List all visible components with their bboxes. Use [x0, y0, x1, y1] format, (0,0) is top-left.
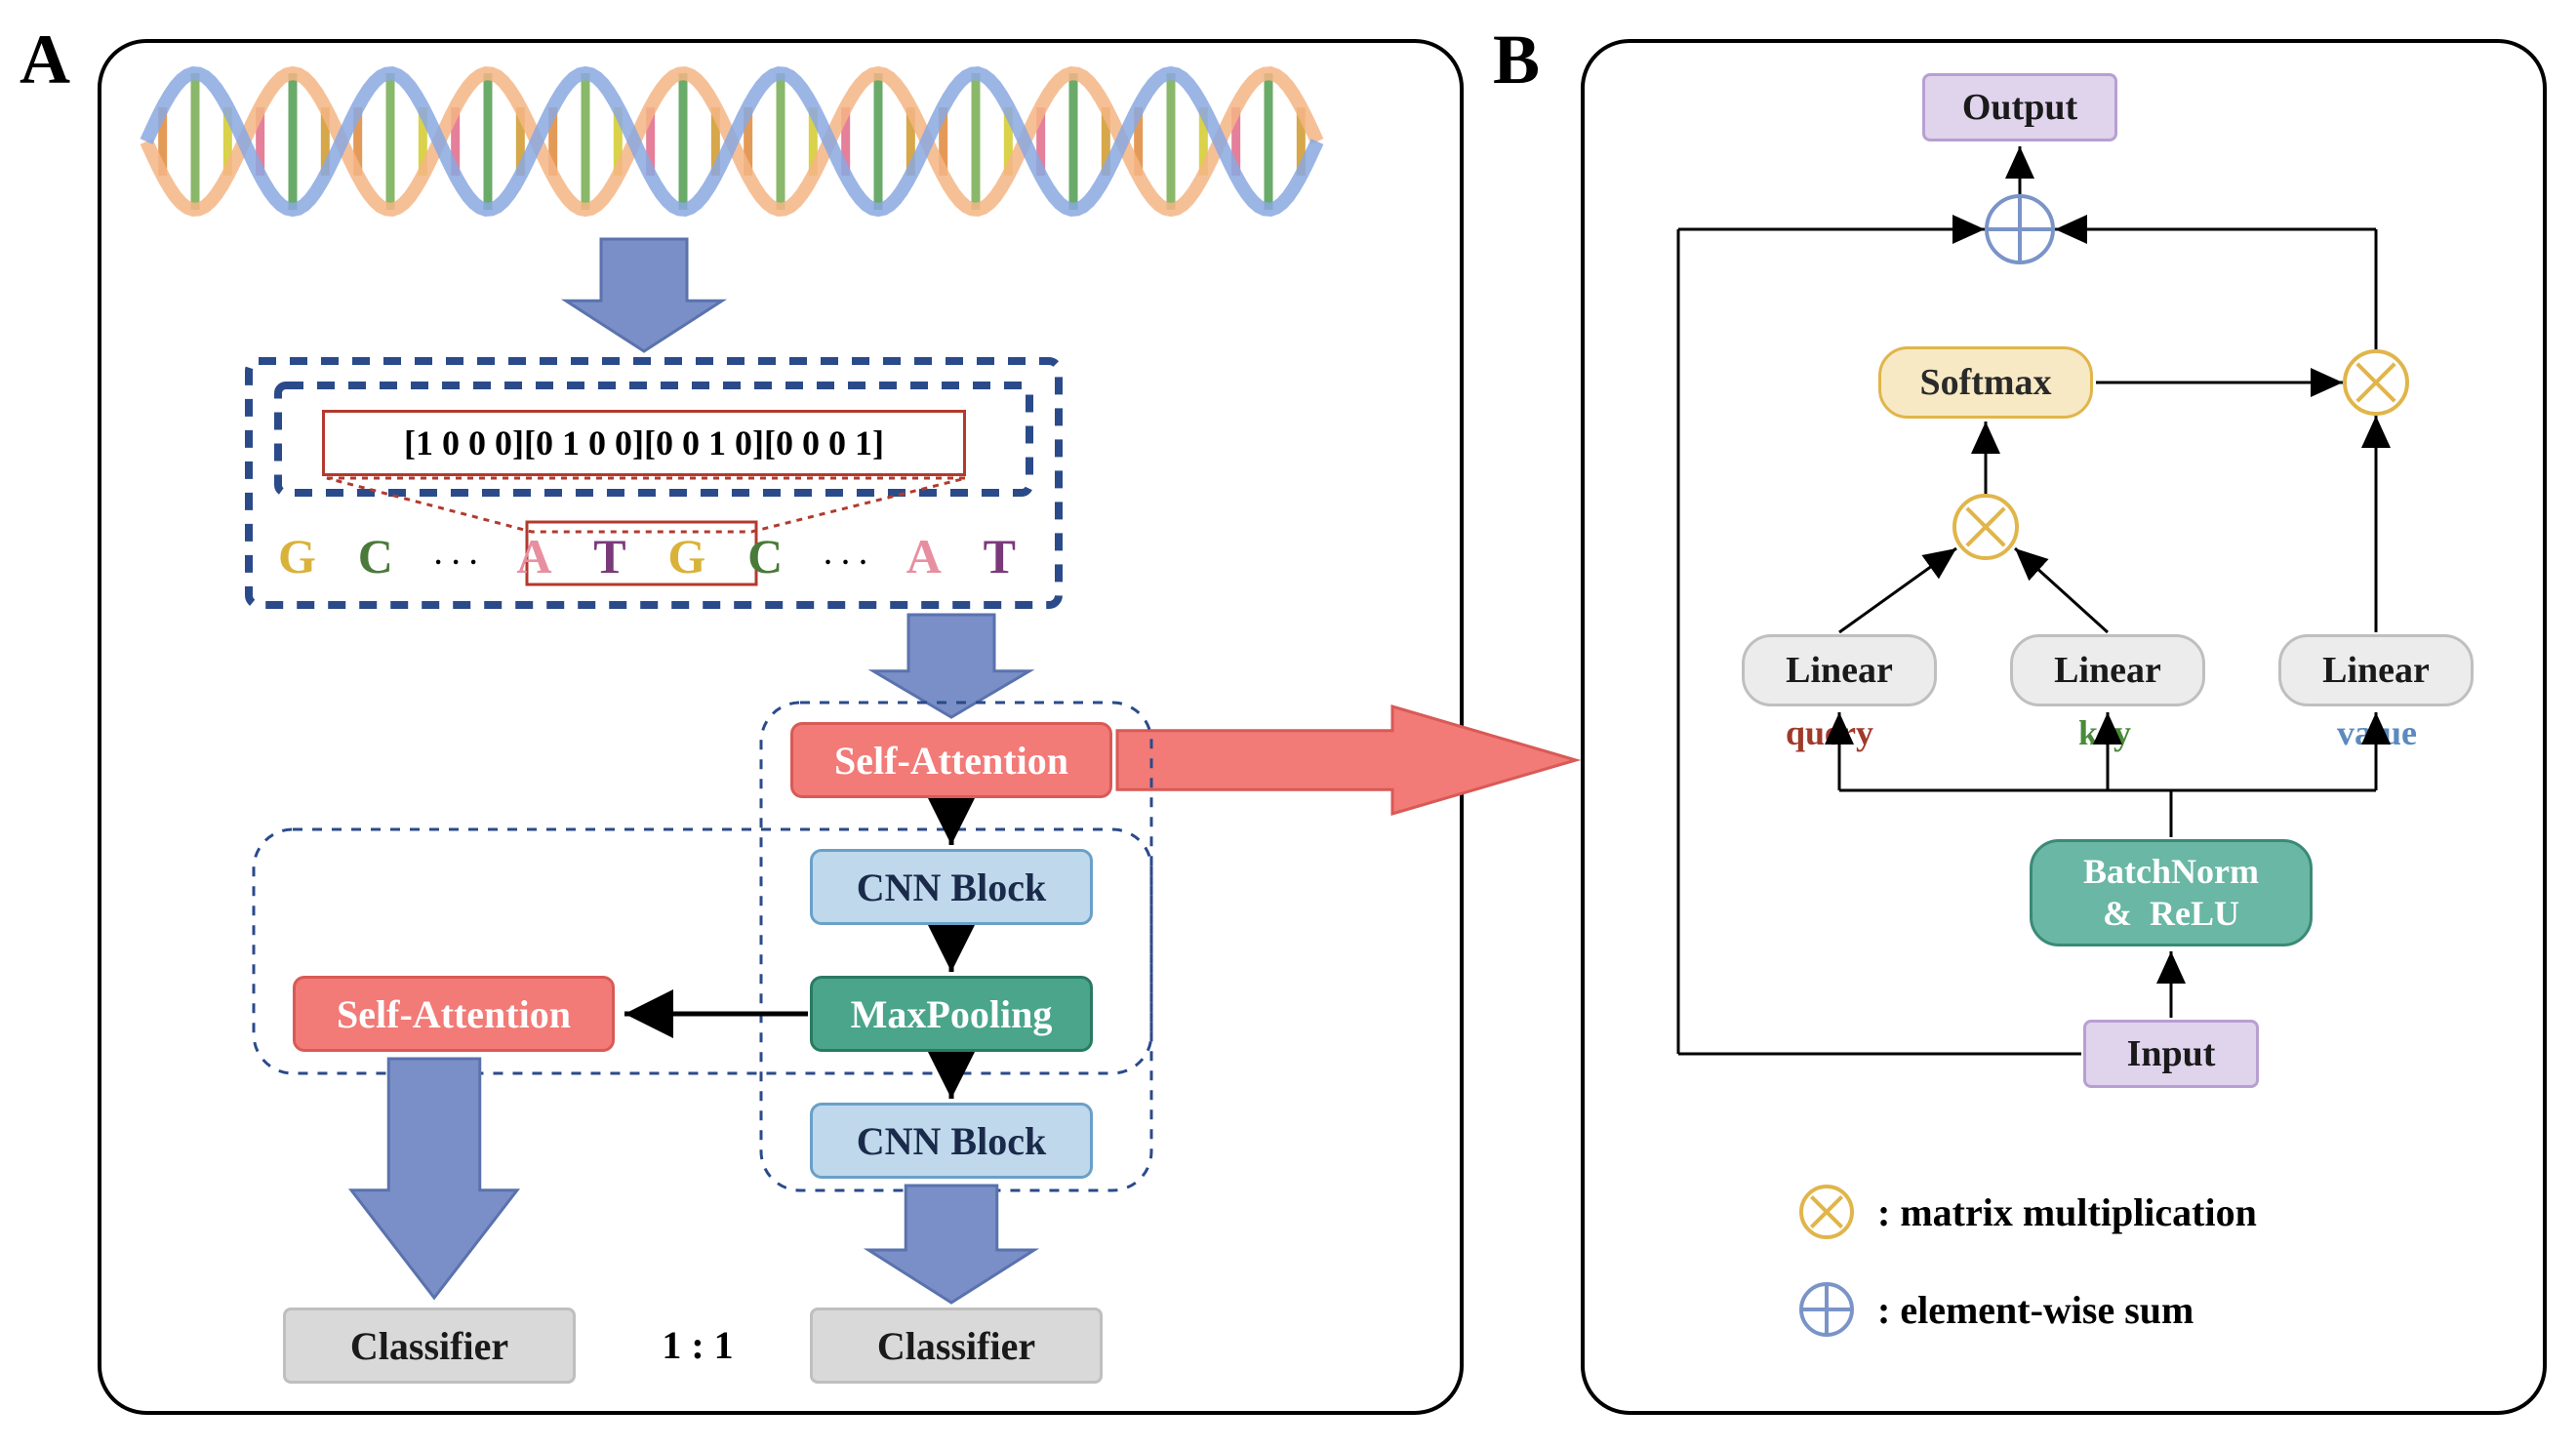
dna-base: A: [906, 528, 946, 584]
onehot-vectors: [1 0 0 0][0 1 0 0][0 0 1 0][0 0 0 1]: [322, 410, 966, 476]
dna-base: . . .: [435, 541, 479, 572]
output-label: Output: [1962, 86, 2077, 129]
softmax-block: Softmax: [1878, 346, 2093, 419]
classifier-label-2: Classifier: [877, 1323, 1035, 1369]
sum-icon: [1795, 1278, 1858, 1341]
value-label: value: [2337, 712, 2417, 753]
onehot-text: [1 0 0 0][0 1 0 0][0 0 1 0][0 0 0 1]: [404, 423, 884, 463]
self-attention-block-top: Self-Attention: [790, 722, 1112, 798]
panel-a-label: A: [20, 20, 70, 101]
dna-base: T: [593, 528, 629, 584]
panel-a: [98, 39, 1464, 1415]
linear-query: Linear: [1742, 634, 1937, 706]
self-attention-label: Self-Attention: [834, 738, 1068, 784]
cnn-block-label-2: CNN Block: [857, 1118, 1046, 1164]
dna-base: C: [747, 528, 786, 584]
self-attention-label-2: Self-Attention: [337, 991, 571, 1037]
softmax-label: Softmax: [1919, 361, 2051, 404]
key-label: key: [2078, 712, 2131, 753]
legend-matmul: : matrix multiplication: [1795, 1181, 2257, 1243]
maxpooling-label: MaxPooling: [851, 991, 1053, 1037]
classifier-right: Classifier: [810, 1308, 1103, 1384]
dna-base: . . .: [825, 541, 868, 572]
dna-base: G: [278, 528, 320, 584]
legend-sum: : element-wise sum: [1795, 1278, 2194, 1341]
cnn-block-label-1: CNN Block: [857, 865, 1046, 910]
dna-base: A: [516, 528, 555, 584]
query-label: query: [1786, 712, 1873, 753]
linear-value: Linear: [2278, 634, 2474, 706]
dna-base: T: [984, 528, 1020, 584]
linear-key: Linear: [2010, 634, 2205, 706]
dna-sequence: GC. . .ATGC. . .AT: [278, 527, 1020, 585]
dna-base: G: [667, 528, 709, 584]
cnn-block-top: CNN Block: [810, 849, 1093, 925]
maxpooling-block: MaxPooling: [810, 976, 1093, 1052]
cnn-block-bottom: CNN Block: [810, 1103, 1093, 1179]
input-label: Input: [2127, 1032, 2216, 1075]
batchnorm-label: BatchNorm & ReLU: [2083, 851, 2259, 935]
classifier-left: Classifier: [283, 1308, 576, 1384]
output-block: Output: [1922, 73, 2117, 141]
classifier-label-1: Classifier: [350, 1323, 508, 1369]
dna-base: C: [358, 528, 397, 584]
panel-b-label: B: [1493, 20, 1540, 101]
batchnorm-relu-block: BatchNorm & ReLU: [2030, 839, 2313, 946]
self-attention-block-left: Self-Attention: [293, 976, 615, 1052]
matmul-icon: [1795, 1181, 1858, 1243]
input-block: Input: [2083, 1020, 2259, 1088]
classifier-ratio: 1 : 1: [624, 1322, 771, 1368]
